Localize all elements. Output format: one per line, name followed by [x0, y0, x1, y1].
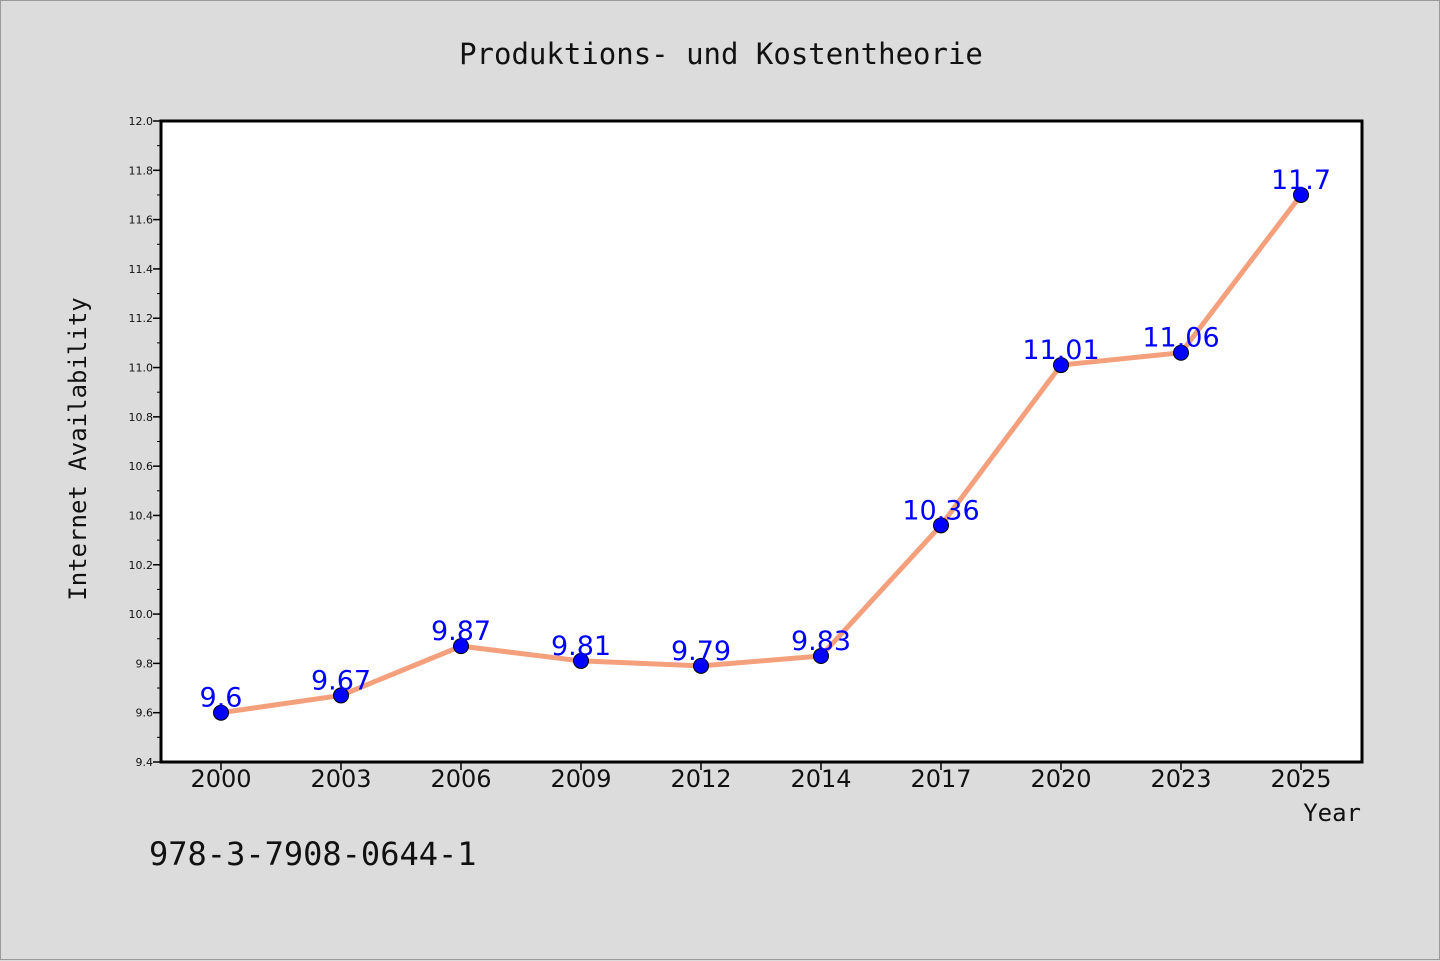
y-tick-label: 11.8: [129, 164, 154, 177]
x-tick-label: 2023: [1150, 765, 1211, 793]
data-label: 11.06: [1142, 323, 1219, 354]
y-tick-label: 9.8: [136, 657, 154, 670]
data-point: [213, 704, 229, 721]
data-label: 10.36: [902, 495, 979, 526]
y-tick-label: 10.6: [129, 460, 154, 473]
data-label: 9.67: [311, 665, 371, 696]
data-point: [933, 517, 949, 534]
x-tick-label: 2017: [910, 765, 971, 793]
y-tick-label: 10.2: [129, 559, 154, 572]
series-line: [218, 192, 1304, 716]
data-label: 9.6: [200, 683, 243, 714]
data-labels: 9.6 9.67 9.87 9.81 9.79 9.83 10.36 11.01 11.06 11…: [200, 165, 1332, 714]
y-tick-label: 11.4: [129, 263, 154, 276]
x-tick-label: 2003: [310, 765, 371, 793]
data-point: [1053, 357, 1069, 374]
data-point: [1293, 186, 1309, 203]
y-axis-ticks: 9.4 9.6 9.8 10.0 10.2 10.4 10.6 10.8 11.0 11.2 11.…: [129, 115, 161, 769]
plot-area: [161, 121, 1362, 762]
x-tick-label: 2006: [430, 765, 491, 793]
y-axis-label: Internet Availability: [64, 297, 92, 600]
data-label: 11.7: [1271, 165, 1331, 196]
data-point: [1173, 344, 1189, 361]
data-point: [693, 657, 709, 674]
x-tick-label: 2012: [670, 765, 731, 793]
data-label: 11.01: [1022, 335, 1099, 366]
y-tick-label: 10.4: [129, 509, 154, 522]
x-tick-label: 2020: [1030, 765, 1091, 793]
plot-frame: [159, 119, 1364, 764]
data-label: 9.87: [431, 616, 491, 647]
data-point: [573, 652, 589, 669]
isbn-footer: 978-3-7908-0644-1: [149, 835, 477, 873]
chart-title: Produktions- und Kostentheorie: [459, 37, 983, 71]
y-tick-label: 9.6: [136, 707, 154, 720]
x-tick-label: 2009: [550, 765, 611, 793]
data-point: [813, 647, 829, 664]
x-axis-label: Year: [1303, 799, 1361, 827]
y-tick-label: 11.0: [129, 362, 154, 375]
y-tick-label: 11.2: [129, 312, 154, 325]
series-layer: [213, 186, 1309, 721]
data-label: 9.81: [551, 631, 611, 662]
x-tick-label: 2014: [790, 765, 851, 793]
data-label: 9.83: [791, 626, 851, 657]
y-tick-label: 10.0: [129, 608, 154, 621]
x-axis-ticks: 2000 2003 2006 2009 2012 2014 2017 2020 2023 2025: [190, 762, 1332, 793]
x-tick-label: 2025: [1270, 765, 1331, 793]
data-point: [333, 687, 349, 704]
y-tick-label: 10.8: [129, 411, 154, 424]
y-tick-label: 12.0: [129, 115, 154, 128]
y-tick-label: 11.6: [129, 214, 154, 227]
data-point: [453, 638, 469, 655]
x-tick-label: 2000: [190, 765, 251, 793]
data-label: 9.79: [671, 636, 731, 667]
y-tick-label: 9.4: [136, 756, 154, 769]
